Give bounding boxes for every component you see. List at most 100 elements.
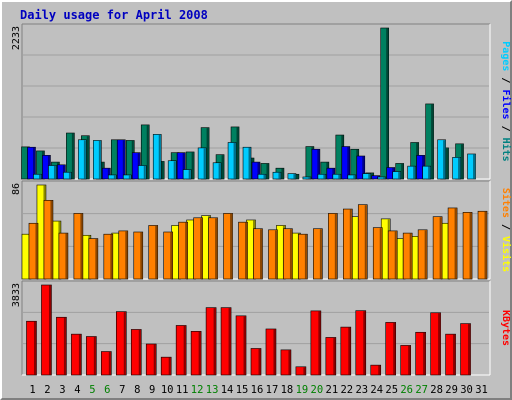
bar-hits-day-25 xyxy=(380,27,390,180)
x-tick-label: 22 xyxy=(340,384,353,396)
bar-kbytes-day-21 xyxy=(325,337,337,376)
bar-body xyxy=(116,139,126,180)
bar-shadow xyxy=(293,174,296,179)
bar-body xyxy=(283,228,293,280)
bar-body xyxy=(102,167,111,180)
bar-sites-day-18 xyxy=(283,228,293,280)
bar-body xyxy=(417,229,428,280)
bar-shadow xyxy=(318,311,321,375)
bar-shadow xyxy=(408,345,411,375)
bar-pages-day-30 xyxy=(467,153,476,180)
bar-shadow xyxy=(319,229,322,279)
bar-pages-day-29 xyxy=(452,157,461,180)
bar-shadow xyxy=(218,163,221,179)
legend-part: / xyxy=(500,120,511,138)
x-tick-label: 19 xyxy=(296,384,309,396)
bar-sites-day-3 xyxy=(58,232,69,280)
bar-body xyxy=(41,284,52,376)
bar-files-day-16 xyxy=(251,161,261,180)
bar-kbytes-day-19 xyxy=(295,366,307,376)
series-legend-label: Sites / Visits xyxy=(500,188,512,272)
bar-sites-day-7 xyxy=(118,230,129,280)
bar-body xyxy=(462,212,473,280)
bar-body xyxy=(118,230,129,280)
bar-kbytes-day-4 xyxy=(71,333,82,376)
bar-shadow xyxy=(33,321,36,375)
bar-body xyxy=(257,173,267,180)
bar-shadow xyxy=(173,161,176,179)
bar-kbytes-day-2 xyxy=(41,284,52,376)
bar-body xyxy=(175,325,187,376)
x-tick-label: 15 xyxy=(236,384,249,396)
bar-body xyxy=(176,152,186,180)
bar-body xyxy=(235,315,247,376)
bar-shadow xyxy=(386,28,389,179)
x-tick-label: 30 xyxy=(460,384,473,396)
bar-shadow xyxy=(86,136,89,179)
bar-sites-day-9 xyxy=(148,225,159,280)
bar-shadow xyxy=(431,104,434,179)
panel-pages-files-hits: 2233 Pages / Files / Hits xyxy=(11,23,512,180)
bar-shadow xyxy=(443,140,446,179)
bar-body xyxy=(27,146,36,180)
legend-part: Pages xyxy=(500,41,511,71)
x-tick-label: 24 xyxy=(370,384,383,396)
bar-body xyxy=(432,216,443,280)
bar-shadow xyxy=(143,165,146,179)
bar-body xyxy=(101,351,112,376)
bar-shadow xyxy=(288,350,291,375)
bar-body xyxy=(152,134,162,180)
bar-sites-day-10 xyxy=(163,231,173,280)
bar-shadow xyxy=(236,127,239,179)
bar-pages-day-3 xyxy=(63,171,72,180)
bar-shadow xyxy=(158,134,161,179)
bar-kbytes-day-7 xyxy=(115,311,127,376)
bar-pages-day-27 xyxy=(422,165,431,180)
bar-body xyxy=(280,349,292,376)
bar-kbytes-day-8 xyxy=(130,329,142,376)
bar-shadow xyxy=(424,230,427,279)
bar-body xyxy=(268,229,278,280)
bar-body xyxy=(48,165,57,180)
bar-shadow xyxy=(362,156,365,179)
bar-body xyxy=(437,139,446,180)
bar-body xyxy=(71,333,82,376)
bar-pages-day-2 xyxy=(48,165,57,180)
bar-kbytes-day-1 xyxy=(26,320,37,376)
bar-shadow xyxy=(281,168,284,179)
bar-shadow xyxy=(394,231,397,279)
bar-kbytes-day-20 xyxy=(310,310,322,376)
legend-part: Files xyxy=(500,89,512,119)
bar-body xyxy=(430,312,441,376)
bar-body xyxy=(287,173,297,180)
bar-kbytes-day-25 xyxy=(385,322,397,376)
bar-sites-day-23 xyxy=(357,204,368,280)
bar-body xyxy=(93,140,102,180)
bar-shadow xyxy=(296,174,299,179)
bar-shadow xyxy=(123,312,126,375)
x-tick-label: 18 xyxy=(281,384,294,396)
bar-body xyxy=(377,176,387,180)
bar-shadow xyxy=(62,165,65,179)
bar-body xyxy=(145,343,157,376)
x-tick-label: 28 xyxy=(430,384,443,396)
bar-body xyxy=(317,173,327,180)
bar-body xyxy=(220,307,232,376)
bar-shadow xyxy=(93,336,96,375)
bar-body xyxy=(190,331,202,376)
bar-kbytes-day-22 xyxy=(340,326,352,376)
bar-kbytes-day-18 xyxy=(280,349,292,376)
bar-body xyxy=(78,139,87,180)
bar-shadow xyxy=(413,166,416,179)
bar-body xyxy=(445,333,456,376)
bar-body xyxy=(130,329,142,376)
bar-shadow xyxy=(122,140,125,179)
bar-body xyxy=(477,210,488,280)
bar-shadow xyxy=(168,357,171,375)
bar-shadow xyxy=(308,177,311,179)
bar-shadow xyxy=(107,168,110,179)
bar-body xyxy=(422,165,431,180)
bar-shadow xyxy=(334,213,337,279)
bar-shadow xyxy=(266,163,269,179)
